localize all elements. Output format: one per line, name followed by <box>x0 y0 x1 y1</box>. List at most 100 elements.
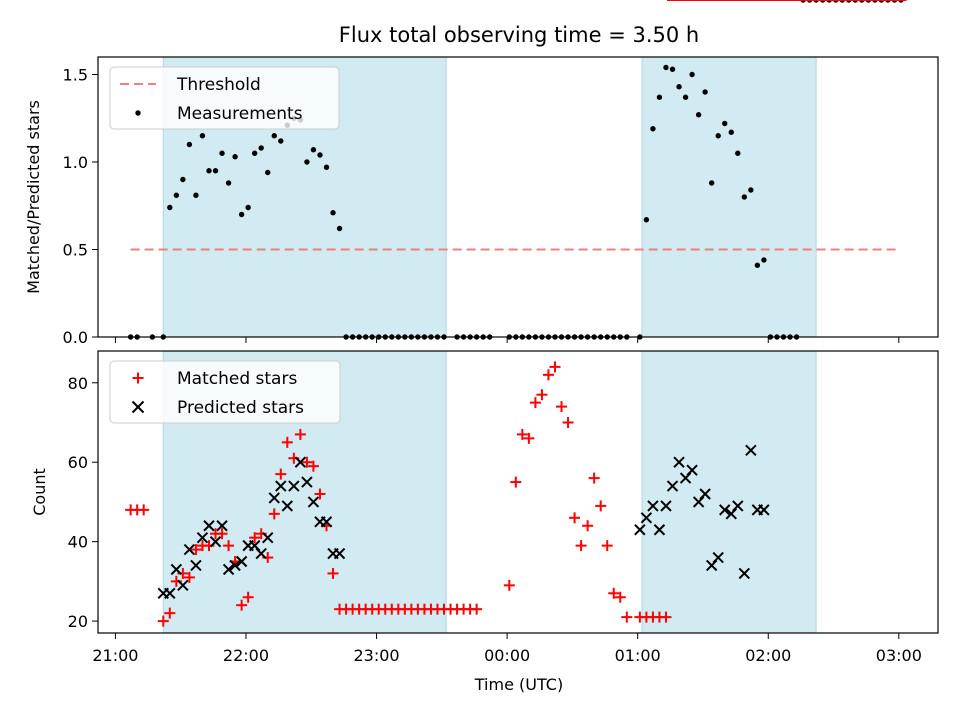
y-axis-label-count: Count <box>30 468 49 516</box>
measurement-point <box>310 147 317 153</box>
marker-stroke <box>170 563 183 576</box>
y-tick-label: 0.0 <box>63 328 88 347</box>
legend-label: Threshold <box>176 75 261 95</box>
matched-star-point <box>157 615 169 627</box>
matched-star-point <box>608 587 620 599</box>
measurement-point <box>212 168 219 174</box>
predicted-star-point <box>640 512 653 524</box>
axes-frame-1 <box>97 350 939 634</box>
predicted-star-point <box>647 500 659 512</box>
measurement-point <box>186 141 193 148</box>
matched-star-point <box>510 476 522 488</box>
measurement-point <box>271 133 277 139</box>
predicted-star-point <box>732 500 744 512</box>
measurement-point <box>761 257 767 263</box>
marker-stroke <box>262 531 274 544</box>
measurement-point <box>323 164 330 170</box>
matched-star-point <box>621 611 633 623</box>
marker-stroke <box>320 516 333 528</box>
marker-stroke <box>222 563 235 576</box>
predicted-star-point <box>333 547 346 560</box>
matched-star-point <box>529 397 541 409</box>
measurement-point <box>708 180 715 186</box>
predicted-star-point <box>209 535 222 548</box>
predicted-star-point <box>692 496 705 508</box>
measurement-point <box>317 152 323 158</box>
marker-stroke <box>333 547 346 560</box>
y-tick-label: 40 <box>68 533 88 552</box>
marker-stroke <box>719 504 731 516</box>
predicted-star-point <box>216 520 228 532</box>
predicted-star-point <box>177 579 189 592</box>
predicted-star-point <box>745 444 757 457</box>
predicted-star-point <box>235 555 248 568</box>
predicted-star-point <box>255 547 267 560</box>
predicted-star-point <box>196 531 209 544</box>
matched-star-point <box>614 591 626 603</box>
marker-stroke <box>738 567 751 580</box>
measurement-point <box>180 176 186 183</box>
shaded-interval-1 <box>641 350 817 634</box>
matched-star-point <box>471 603 483 615</box>
marker-stroke <box>177 579 189 592</box>
measurement-point <box>330 210 336 216</box>
predicted-star-point <box>679 472 692 484</box>
legend-measurement-swatch <box>135 110 141 116</box>
legend-label: Measurements <box>177 104 303 124</box>
predicted-star-point <box>248 539 261 552</box>
marker-stroke <box>294 456 307 468</box>
predicted-star-point <box>190 559 202 572</box>
matched-star-point <box>536 389 548 401</box>
marker-stroke <box>235 555 248 568</box>
x-tick-label: 03:00 <box>876 646 922 665</box>
predicted-star-point <box>666 480 679 492</box>
marker-stroke <box>673 456 685 468</box>
measurement-point <box>278 138 284 144</box>
matched-star-point <box>569 512 581 524</box>
predicted-star-point <box>738 567 751 580</box>
measurement-point <box>702 89 708 95</box>
measurement-point <box>735 150 741 156</box>
predicted-star-point <box>758 504 770 516</box>
predicted-star-point <box>699 488 711 500</box>
measurement-point <box>251 150 258 156</box>
ratio-panel: 0.0 0.5 1.0 1.5 Threshold Measurements <box>63 0 939 347</box>
predicted-star-point <box>294 456 307 468</box>
matched-star-point <box>294 428 306 440</box>
matched-star-point <box>249 532 261 544</box>
measurement-point <box>238 211 245 218</box>
marker-stroke <box>666 480 679 492</box>
matched-star-point <box>516 428 528 440</box>
marker-stroke <box>634 524 646 536</box>
matched-star-point <box>556 401 568 413</box>
measurement-point <box>682 94 689 100</box>
predicted-star-point <box>686 464 698 476</box>
marker-stroke <box>196 531 209 544</box>
marker-stroke <box>653 524 666 536</box>
matched-star-point <box>588 472 600 484</box>
count-panel: 20 40 60 80 21:00 22:00 23:00 00:00 01:00 02:00 03… <box>68 0 939 665</box>
matched-star-point <box>660 611 672 623</box>
predicted-star-point <box>164 587 176 599</box>
legend-predicted-swatch <box>131 400 145 414</box>
marker-stroke <box>209 535 222 548</box>
marker-stroke <box>255 547 267 560</box>
measurement-point <box>715 133 721 139</box>
axes-frame-0 <box>97 56 939 338</box>
x-tick-label: 21:00 <box>92 646 138 665</box>
matched-star-point <box>138 504 150 516</box>
marker-stroke <box>725 508 737 520</box>
measurement-point <box>663 64 669 71</box>
y-tick-label: 1.5 <box>63 66 88 85</box>
matched-star-point <box>562 416 574 428</box>
measurement-point <box>258 145 264 151</box>
y-tick-label: 0.5 <box>63 241 88 260</box>
measurement-point <box>748 187 754 193</box>
measurement-point <box>173 192 180 198</box>
measurement-point <box>650 126 656 132</box>
measurement-point <box>643 217 650 223</box>
matched-star-point <box>190 544 202 556</box>
legend-box-1 <box>109 360 341 424</box>
marker-stroke <box>281 500 294 512</box>
chart-title: Flux total observing time = 3.50 h <box>339 23 699 47</box>
